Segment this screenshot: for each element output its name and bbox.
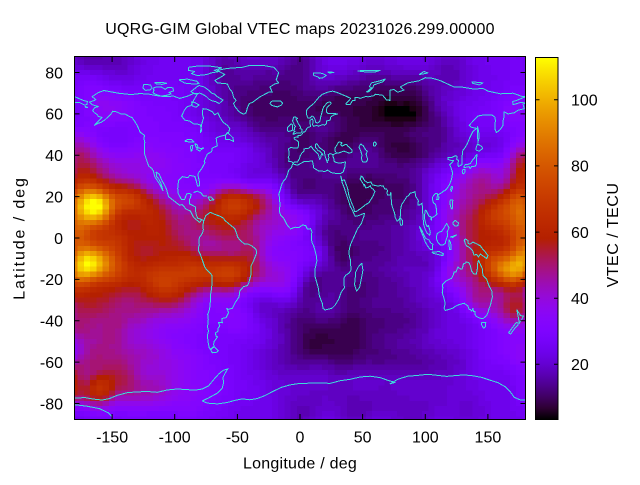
svg-text:UQRG-GIM Global VTEC maps 2023: UQRG-GIM Global VTEC maps 20231026.299.0…: [105, 21, 494, 38]
svg-text:0: 0: [54, 231, 63, 248]
svg-text:-80: -80: [40, 396, 63, 413]
svg-text:80: 80: [571, 159, 589, 176]
svg-text:-60: -60: [40, 355, 63, 372]
svg-text:150: 150: [475, 430, 502, 447]
svg-text:-20: -20: [40, 272, 63, 289]
svg-text:-150: -150: [96, 430, 128, 447]
svg-text:-100: -100: [159, 430, 191, 447]
svg-text:100: 100: [571, 93, 598, 110]
svg-text:100: 100: [412, 430, 439, 447]
svg-text:40: 40: [571, 291, 589, 308]
svg-text:VTEC / TECU: VTEC / TECU: [605, 183, 622, 288]
svg-text:-40: -40: [40, 314, 63, 331]
svg-text:Latitude / deg: Latitude / deg: [12, 176, 29, 300]
svg-text:20: 20: [571, 357, 589, 374]
svg-text:80: 80: [45, 65, 63, 82]
svg-text:Longitude / deg: Longitude / deg: [243, 456, 357, 473]
svg-text:0: 0: [296, 430, 305, 447]
svg-text:50: 50: [354, 430, 372, 447]
svg-text:20: 20: [45, 189, 63, 206]
svg-text:60: 60: [571, 225, 589, 242]
svg-text:60: 60: [45, 107, 63, 124]
svg-text:40: 40: [45, 148, 63, 165]
svg-text:-50: -50: [226, 430, 249, 447]
